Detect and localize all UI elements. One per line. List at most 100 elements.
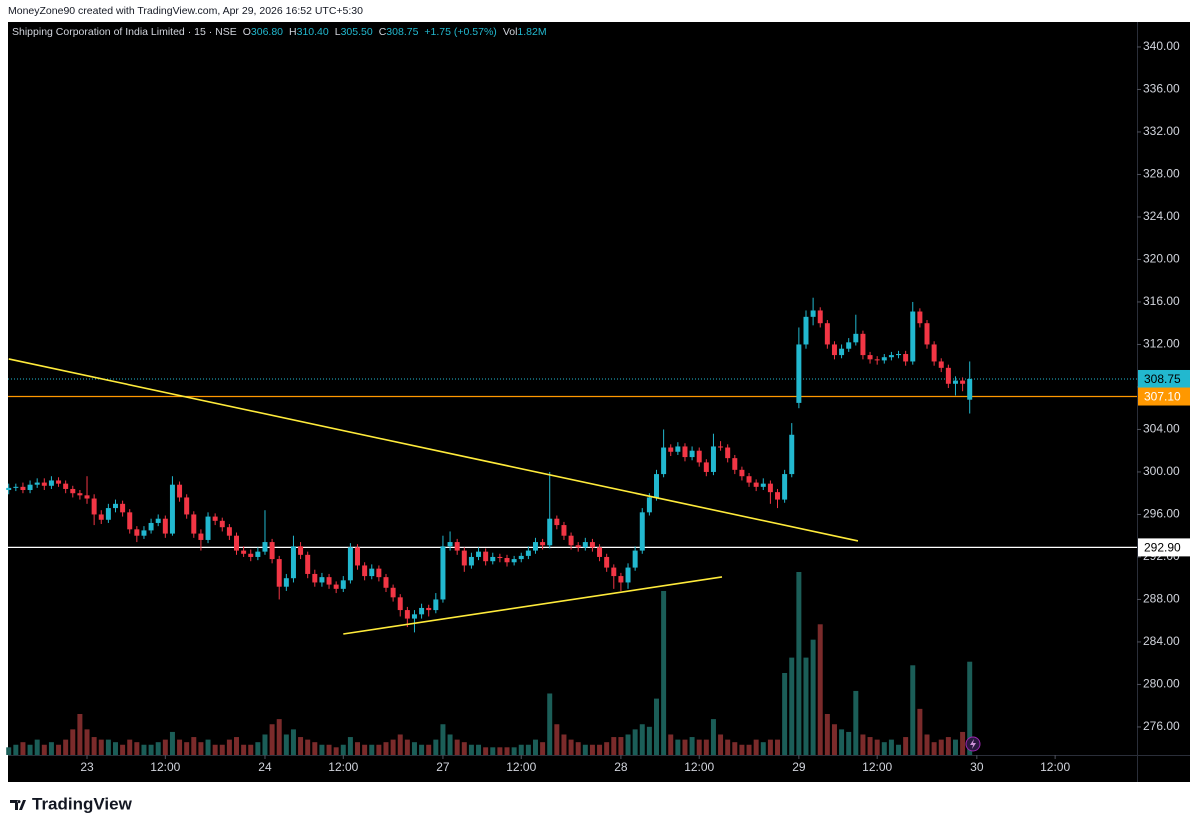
- volume-bar: [177, 739, 183, 755]
- candle-body: [960, 380, 966, 384]
- volume-bar: [184, 742, 190, 755]
- candle-body: [290, 546, 296, 579]
- candle-body: [803, 316, 809, 345]
- volume-bar: [810, 639, 816, 755]
- candle-body: [760, 483, 766, 487]
- candle-body: [212, 516, 218, 521]
- candle-body: [13, 486, 19, 488]
- x-tick-label: 29: [792, 760, 806, 774]
- candle-body: [589, 542, 595, 548]
- volume-bar: [276, 719, 282, 755]
- volume-bar: [490, 747, 496, 755]
- volume-bar: [13, 744, 19, 755]
- candle-body: [689, 450, 695, 458]
- y-tick-label: 324.00: [1143, 209, 1180, 223]
- candle-body: [426, 607, 432, 611]
- volume-bar: [639, 724, 645, 755]
- trend-line: [8, 358, 859, 542]
- candle-body: [881, 357, 887, 361]
- volume-bar: [525, 744, 531, 755]
- volume-bar: [134, 742, 140, 755]
- candle-body: [333, 584, 339, 589]
- volume-bar: [105, 739, 111, 755]
- candle-body: [639, 512, 645, 551]
- volume-bar: [390, 739, 396, 755]
- volume-bar: [732, 742, 738, 755]
- volume-bar: [404, 739, 410, 755]
- candle-body: [369, 568, 375, 577]
- x-tick-label: 28: [614, 760, 628, 774]
- x-tick-label: 23: [80, 760, 94, 774]
- volume-bar: [931, 742, 937, 755]
- candle-body: [568, 535, 574, 546]
- candle-body: [554, 518, 560, 526]
- volume-bar: [319, 744, 325, 755]
- candle-body: [490, 556, 496, 562]
- x-tick-label: 30: [970, 760, 984, 774]
- volume-bar: [369, 744, 375, 755]
- price-label: 308.75: [1144, 372, 1181, 386]
- x-tick-label: 27: [436, 760, 450, 774]
- price-label: 292.90: [1144, 541, 1181, 555]
- candle-body: [276, 559, 282, 587]
- volume-bar: [20, 742, 26, 755]
- price-label: 307.10: [1144, 390, 1181, 404]
- volume-bar: [504, 747, 510, 755]
- volume-bar: [668, 734, 674, 755]
- volume-bar: [162, 739, 168, 755]
- candle-body: [903, 354, 909, 362]
- credit: MoneyZone90 created with TradingView.com…: [8, 5, 363, 17]
- volume-bar: [611, 737, 617, 755]
- volume-bar: [540, 742, 546, 755]
- candle-body: [298, 546, 304, 555]
- volume-bar: [298, 737, 304, 755]
- volume-bar: [191, 737, 197, 755]
- candle-body: [84, 495, 90, 499]
- volume-bar: [127, 739, 133, 755]
- candle-body: [312, 573, 318, 583]
- candle-body: [597, 547, 603, 557]
- volume-bar: [718, 734, 724, 755]
- candle-body: [184, 497, 190, 515]
- candle-body: [839, 348, 845, 356]
- candle-body: [248, 553, 254, 557]
- volume-bar: [205, 739, 211, 755]
- candle-body: [646, 497, 652, 513]
- candle-body: [682, 446, 688, 458]
- legend-item: L: [335, 26, 341, 38]
- candle-body: [27, 484, 33, 491]
- volume-bar: [746, 744, 752, 755]
- volume-bar: [789, 657, 795, 755]
- x-tick-label: 12:00: [1040, 760, 1070, 774]
- y-tick-label: 336.00: [1143, 82, 1180, 96]
- candle-body: [127, 512, 133, 530]
- candle-body: [390, 587, 396, 598]
- candle-body: [305, 554, 311, 574]
- legend-item: 310.40: [297, 26, 329, 38]
- volume-bar: [112, 742, 118, 755]
- volume-bar: [547, 693, 553, 755]
- candle-body: [56, 480, 62, 484]
- x-tick-label: 24: [258, 760, 272, 774]
- volume-bar: [710, 719, 716, 755]
- candle-body: [967, 378, 973, 400]
- volume-bar: [419, 744, 425, 755]
- volume-bar: [219, 744, 225, 755]
- volume-bar: [283, 734, 289, 755]
- y-tick-label: 304.00: [1143, 422, 1180, 436]
- volume-bar: [831, 724, 837, 755]
- y-tick-label: 300.00: [1143, 464, 1180, 478]
- volume-bar: [63, 739, 69, 755]
- volume-bar: [782, 672, 788, 755]
- candle-body: [191, 514, 197, 534]
- candle-body: [831, 344, 837, 356]
- volume-bar: [70, 729, 76, 755]
- y-tick-label: 288.00: [1143, 592, 1180, 606]
- volume-bar: [383, 742, 389, 755]
- chart-panel: [8, 22, 1190, 782]
- volume-bar: [760, 742, 766, 755]
- volume-bar: [881, 742, 887, 755]
- legend-item: H: [289, 26, 297, 38]
- candle-body: [162, 518, 168, 534]
- candle-body: [255, 551, 261, 557]
